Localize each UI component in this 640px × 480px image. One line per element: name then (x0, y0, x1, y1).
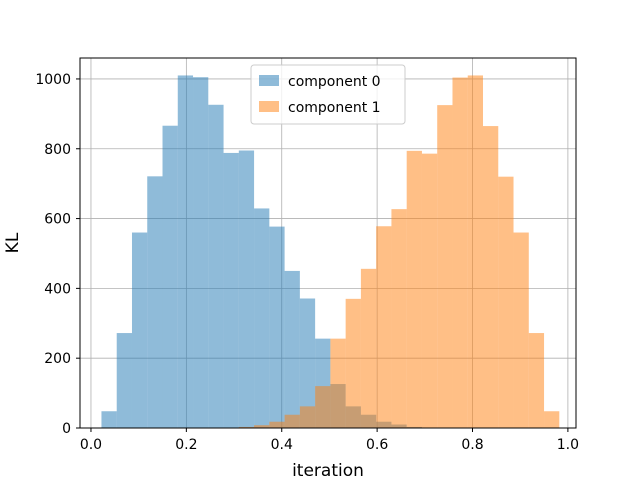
bar-component-1 (544, 411, 560, 428)
y-axis-label: KL (3, 232, 23, 253)
bar-component-1 (345, 298, 361, 428)
bar-component-1 (467, 75, 483, 429)
y-tick-label: 1000 (35, 72, 71, 88)
y-tick-label: 800 (44, 142, 71, 158)
y-axis-ticks: 0 200 400 600 800 1000 (35, 72, 80, 437)
bar-component-0 (208, 104, 224, 428)
x-tick-label: 0.4 (271, 437, 293, 453)
bar-component-0 (223, 152, 239, 428)
y-tick-label: 0 (62, 421, 71, 437)
bar-component-1 (452, 77, 468, 428)
bar-component-0 (269, 226, 285, 428)
bar-component-1 (330, 338, 346, 428)
bar-component-1 (498, 176, 514, 428)
bar-component-1 (299, 406, 316, 428)
x-axis-label: iteration (292, 461, 364, 480)
bar-component-1 (238, 426, 255, 428)
bar-component-1 (269, 421, 285, 428)
bar-component-1 (421, 153, 438, 428)
x-axis-ticks: 0.0 0.2 0.4 0.6 0.8 1.0 (80, 428, 579, 453)
legend: component 0 component 1 (250, 64, 406, 125)
bar-component-1 (360, 268, 377, 428)
bar-component-0 (116, 333, 132, 428)
y-tick-label: 400 (44, 281, 71, 297)
bar-component-0 (162, 125, 178, 428)
bar-component-1 (391, 209, 407, 428)
bar-component-0 (284, 270, 300, 428)
x-tick-label: 0.8 (461, 437, 483, 453)
bar-component-0 (101, 411, 117, 428)
bar-component-1 (376, 226, 392, 428)
bar-component-1 (528, 333, 545, 428)
histogram-bars (101, 75, 560, 429)
x-tick-label: 1.0 (557, 437, 579, 453)
x-tick-label: 0.0 (80, 437, 102, 453)
bar-component-0 (254, 208, 270, 428)
legend-box (250, 64, 406, 125)
bar-component-1 (315, 386, 331, 428)
y-tick-label: 200 (44, 351, 71, 367)
bar-component-0 (177, 75, 194, 429)
bar-component-0 (131, 232, 148, 428)
bar-component-1 (284, 414, 300, 428)
legend-label: component 1 (288, 100, 381, 116)
legend-label: component 0 (288, 74, 381, 90)
bar-component-1 (254, 425, 270, 428)
bar-component-0 (193, 77, 209, 428)
bar-component-1 (483, 126, 499, 428)
bar-component-0 (238, 150, 255, 428)
legend-swatch (259, 75, 279, 86)
x-tick-label: 0.2 (175, 437, 197, 453)
bar-component-1 (437, 105, 453, 428)
plot-frame (79, 57, 577, 429)
bar-component-0 (299, 298, 316, 428)
y-tick-label: 600 (44, 212, 71, 228)
bar-component-0 (147, 176, 163, 428)
bar-component-1 (513, 232, 529, 428)
legend-swatch (259, 101, 279, 112)
x-tick-label: 0.6 (366, 437, 388, 453)
bar-component-1 (406, 150, 422, 428)
